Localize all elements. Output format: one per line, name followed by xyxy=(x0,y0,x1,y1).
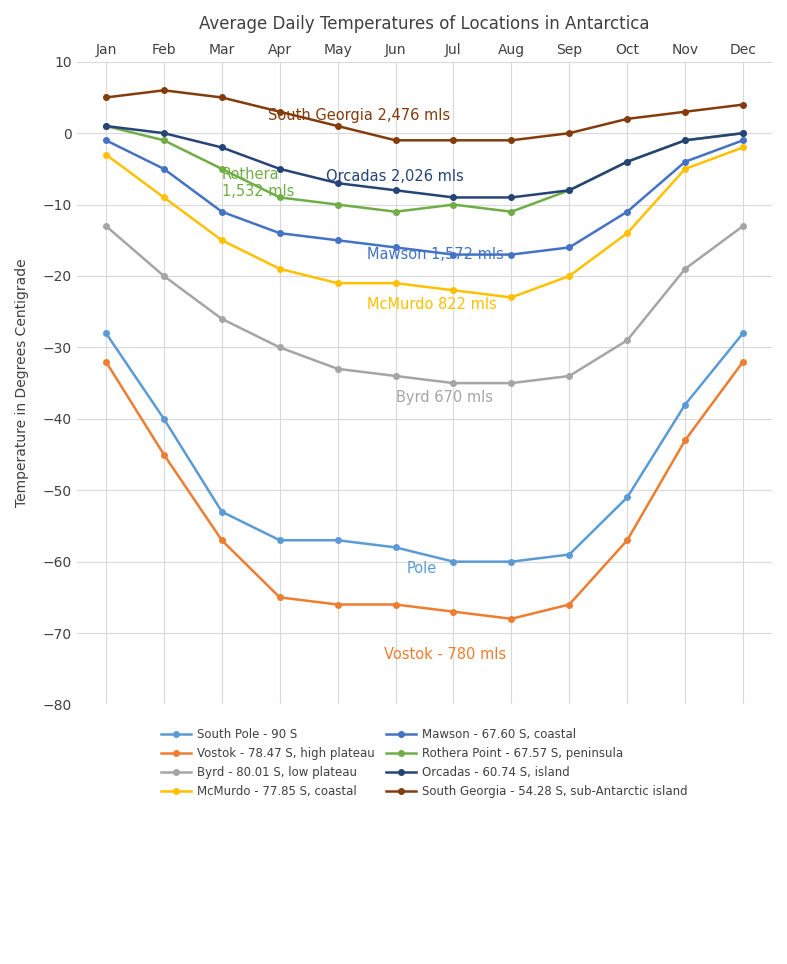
Text: Mawson 1,572 mls: Mawson 1,572 mls xyxy=(367,247,504,262)
Text: Orcadas 2,026 mls: Orcadas 2,026 mls xyxy=(326,169,464,183)
Text: Pole: Pole xyxy=(407,561,438,576)
Text: Byrd 670 mls: Byrd 670 mls xyxy=(396,389,493,405)
Text: Vostok - 780 mls: Vostok - 780 mls xyxy=(384,647,506,662)
Legend: South Pole - 90 S, Vostok - 78.47 S, high plateau, Byrd - 80.01 S, low plateau, : South Pole - 90 S, Vostok - 78.47 S, hig… xyxy=(157,723,693,802)
Text: McMurdo 822 mls: McMurdo 822 mls xyxy=(367,297,497,312)
Text: Rothera
1,532 mls: Rothera 1,532 mls xyxy=(222,167,294,200)
Y-axis label: Temperature in Degrees Centigrade: Temperature in Degrees Centigrade xyxy=(15,258,29,507)
Text: South Georgia 2,476 mls: South Georgia 2,476 mls xyxy=(268,108,450,122)
Title: Average Daily Temperatures of Locations in Antarctica: Average Daily Temperatures of Locations … xyxy=(199,15,650,33)
